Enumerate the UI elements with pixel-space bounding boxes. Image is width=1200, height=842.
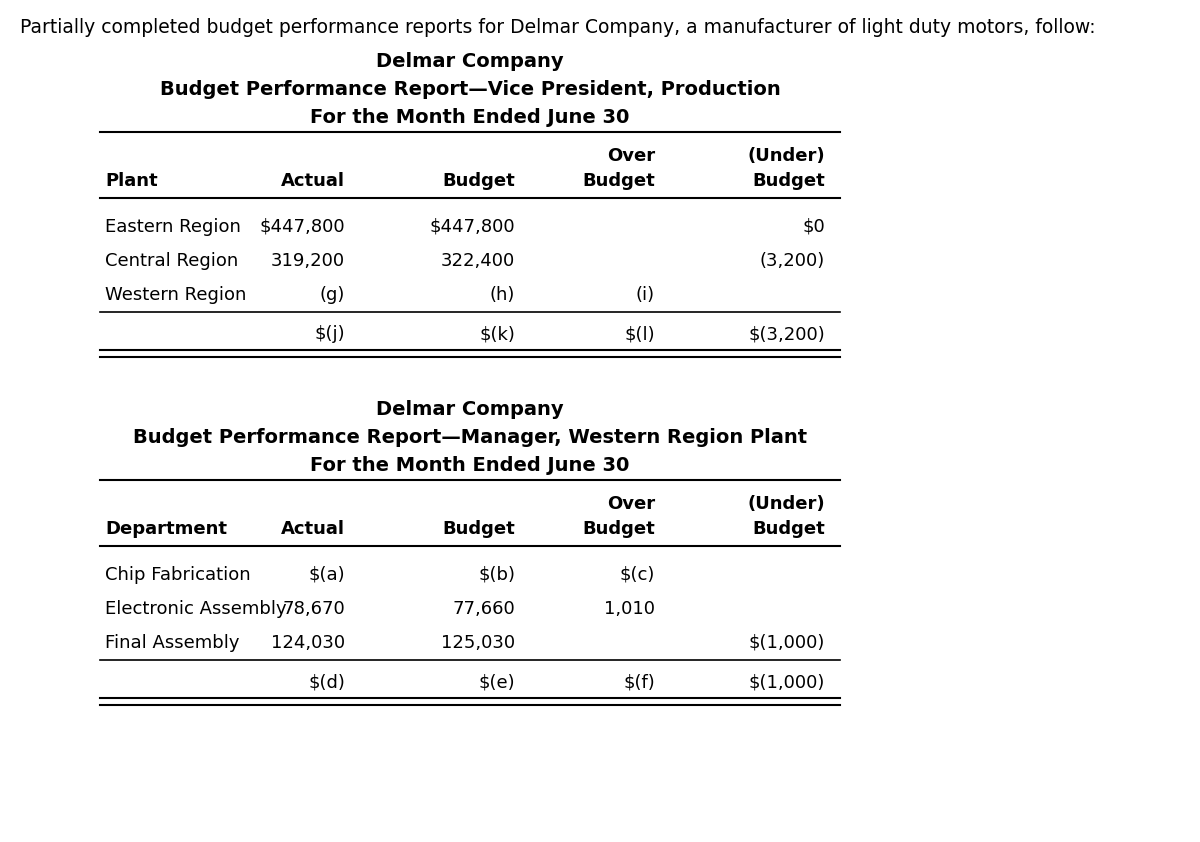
Text: 319,200: 319,200 (271, 252, 346, 270)
Text: Budget: Budget (582, 520, 655, 538)
Text: Electronic Assembly: Electronic Assembly (106, 600, 287, 618)
Text: $(3,200): $(3,200) (749, 325, 826, 343)
Text: For the Month Ended June 30: For the Month Ended June 30 (311, 456, 630, 475)
Text: Chip Fabrication: Chip Fabrication (106, 566, 251, 584)
Text: (h): (h) (490, 286, 515, 304)
Text: Budget Performance Report—Manager, Western Region Plant: Budget Performance Report—Manager, Weste… (133, 428, 808, 447)
Text: Over: Over (607, 495, 655, 513)
Text: $(l): $(l) (624, 325, 655, 343)
Text: Budget: Budget (582, 172, 655, 190)
Text: $(1,000): $(1,000) (749, 673, 826, 691)
Text: $(f): $(f) (623, 673, 655, 691)
Text: $447,800: $447,800 (259, 218, 346, 236)
Text: (g): (g) (319, 286, 346, 304)
Text: $(e): $(e) (479, 673, 515, 691)
Text: $(b): $(b) (478, 566, 515, 584)
Text: Budget: Budget (752, 172, 826, 190)
Text: $0: $0 (803, 218, 826, 236)
Text: Western Region: Western Region (106, 286, 246, 304)
Text: Delmar Company: Delmar Company (376, 52, 564, 71)
Text: Over: Over (607, 147, 655, 165)
Text: Eastern Region: Eastern Region (106, 218, 241, 236)
Text: Budget: Budget (443, 520, 515, 538)
Text: Delmar Company: Delmar Company (376, 400, 564, 419)
Text: (3,200): (3,200) (760, 252, 826, 270)
Text: Budget: Budget (443, 172, 515, 190)
Text: 78,670: 78,670 (282, 600, 346, 618)
Text: Actual: Actual (281, 172, 346, 190)
Text: 124,030: 124,030 (271, 634, 346, 652)
Text: Department: Department (106, 520, 227, 538)
Text: $(c): $(c) (619, 566, 655, 584)
Text: $(d): $(d) (308, 673, 346, 691)
Text: (i): (i) (636, 286, 655, 304)
Text: 77,660: 77,660 (452, 600, 515, 618)
Text: (Under): (Under) (748, 147, 826, 165)
Text: 125,030: 125,030 (440, 634, 515, 652)
Text: $(k): $(k) (479, 325, 515, 343)
Text: Central Region: Central Region (106, 252, 239, 270)
Text: Budget: Budget (752, 520, 826, 538)
Text: Partially completed budget performance reports for Delmar Company, a manufacture: Partially completed budget performance r… (20, 18, 1096, 37)
Text: (Under): (Under) (748, 495, 826, 513)
Text: 322,400: 322,400 (440, 252, 515, 270)
Text: $447,800: $447,800 (430, 218, 515, 236)
Text: Actual: Actual (281, 520, 346, 538)
Text: 1,010: 1,010 (604, 600, 655, 618)
Text: Final Assembly: Final Assembly (106, 634, 240, 652)
Text: Plant: Plant (106, 172, 157, 190)
Text: $(j): $(j) (314, 325, 346, 343)
Text: $(1,000): $(1,000) (749, 634, 826, 652)
Text: $(a): $(a) (308, 566, 346, 584)
Text: For the Month Ended June 30: For the Month Ended June 30 (311, 108, 630, 127)
Text: Budget Performance Report—Vice President, Production: Budget Performance Report—Vice President… (160, 80, 780, 99)
